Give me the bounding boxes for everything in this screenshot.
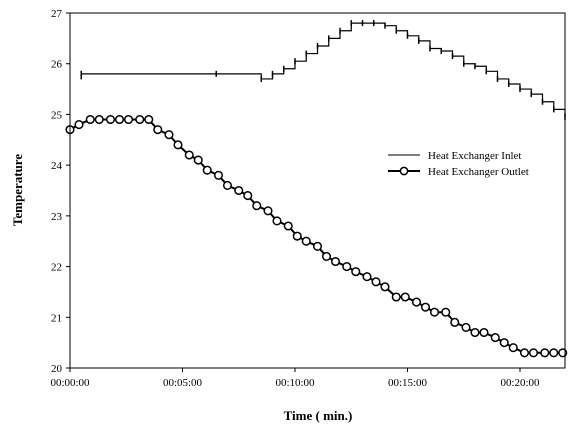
- y-tick-label: 26: [51, 59, 63, 71]
- x-tick-label: 00:05:00: [163, 377, 203, 389]
- outlet-point: [123, 114, 134, 125]
- outlet-point: [321, 251, 332, 261]
- outlet-point: [144, 114, 154, 125]
- outlet-point: [135, 114, 145, 125]
- outlet-point: [450, 317, 460, 327]
- outlet-point: [508, 343, 518, 353]
- outlet-point: [362, 272, 372, 282]
- series-inlet-line: [80, 22, 566, 117]
- outlet-point: [85, 114, 95, 125]
- outlet-point: [252, 201, 262, 211]
- outlet-point: [105, 114, 116, 125]
- outlet-point: [153, 125, 163, 135]
- outlet-point: [351, 267, 361, 277]
- series-layer: [65, 20, 568, 358]
- outlet-point: [519, 348, 530, 358]
- outlet-point: [94, 114, 104, 125]
- y-axis-ticks: 20 21 22 23 24 25 26 27: [51, 8, 70, 375]
- outlet-point: [411, 297, 422, 307]
- x-axis-ticks: 00:00:00 00:05:00 00:10:00 00:15:00 00:20:00: [50, 368, 540, 389]
- legend: Heat Exchanger Inlet Heat Exchanger Outl…: [388, 150, 529, 178]
- outlet-point: [272, 216, 282, 226]
- outlet-point: [184, 150, 194, 160]
- outlet-point: [193, 155, 203, 165]
- legend-label-outlet: Heat Exchanger Outlet: [428, 166, 529, 178]
- outlet-point: [528, 348, 539, 358]
- x-tick-label: 00:00:00: [50, 377, 90, 389]
- y-tick-label: 27: [51, 8, 63, 20]
- outlet-point: [173, 140, 183, 150]
- outlet-point: [371, 277, 381, 287]
- outlet-point: [499, 338, 509, 348]
- y-tick-label: 21: [51, 312, 62, 324]
- x-tick-label: 00:20:00: [500, 377, 540, 389]
- outlet-point: [400, 292, 410, 302]
- outlet-point: [74, 120, 84, 130]
- outlet-point: [263, 206, 273, 216]
- outlet-point: [549, 348, 559, 358]
- x-tick-label: 00:10:00: [275, 377, 315, 389]
- outlet-point: [429, 307, 440, 317]
- plot-area: [69, 12, 566, 369]
- outlet-point: [283, 221, 293, 231]
- outlet-point: [234, 185, 244, 196]
- outlet-point: [391, 292, 401, 302]
- outlet-point: [202, 165, 212, 175]
- outlet-point: [540, 348, 550, 358]
- y-tick-label: 25: [51, 109, 63, 121]
- y-axis-label: Temperature: [10, 154, 25, 226]
- outlet-point: [292, 231, 302, 241]
- outlet-point: [243, 191, 253, 201]
- outlet-point: [441, 307, 451, 317]
- y-tick-label: 24: [51, 160, 63, 172]
- outlet-point: [312, 241, 323, 251]
- outlet-point: [380, 282, 390, 292]
- outlet-point: [114, 114, 125, 125]
- legend-label-inlet: Heat Exchanger Inlet: [428, 150, 521, 162]
- outlet-point: [470, 327, 480, 338]
- outlet-point: [164, 130, 174, 140]
- outlet-point: [301, 236, 311, 246]
- outlet-point: [490, 333, 500, 343]
- x-axis-label: Time ( min.): [284, 408, 353, 423]
- y-tick-label: 20: [51, 363, 63, 375]
- outlet-point: [213, 170, 224, 180]
- outlet-point: [330, 256, 341, 267]
- outlet-point: [461, 322, 471, 332]
- legend-marker-outlet: [399, 166, 409, 176]
- outlet-point: [222, 180, 233, 190]
- x-tick-label: 00:15:00: [388, 377, 428, 389]
- y-tick-label: 22: [51, 262, 62, 274]
- y-tick-label: 23: [51, 211, 63, 223]
- outlet-point: [420, 302, 431, 312]
- outlet-point: [479, 327, 489, 338]
- outlet-point: [342, 262, 352, 272]
